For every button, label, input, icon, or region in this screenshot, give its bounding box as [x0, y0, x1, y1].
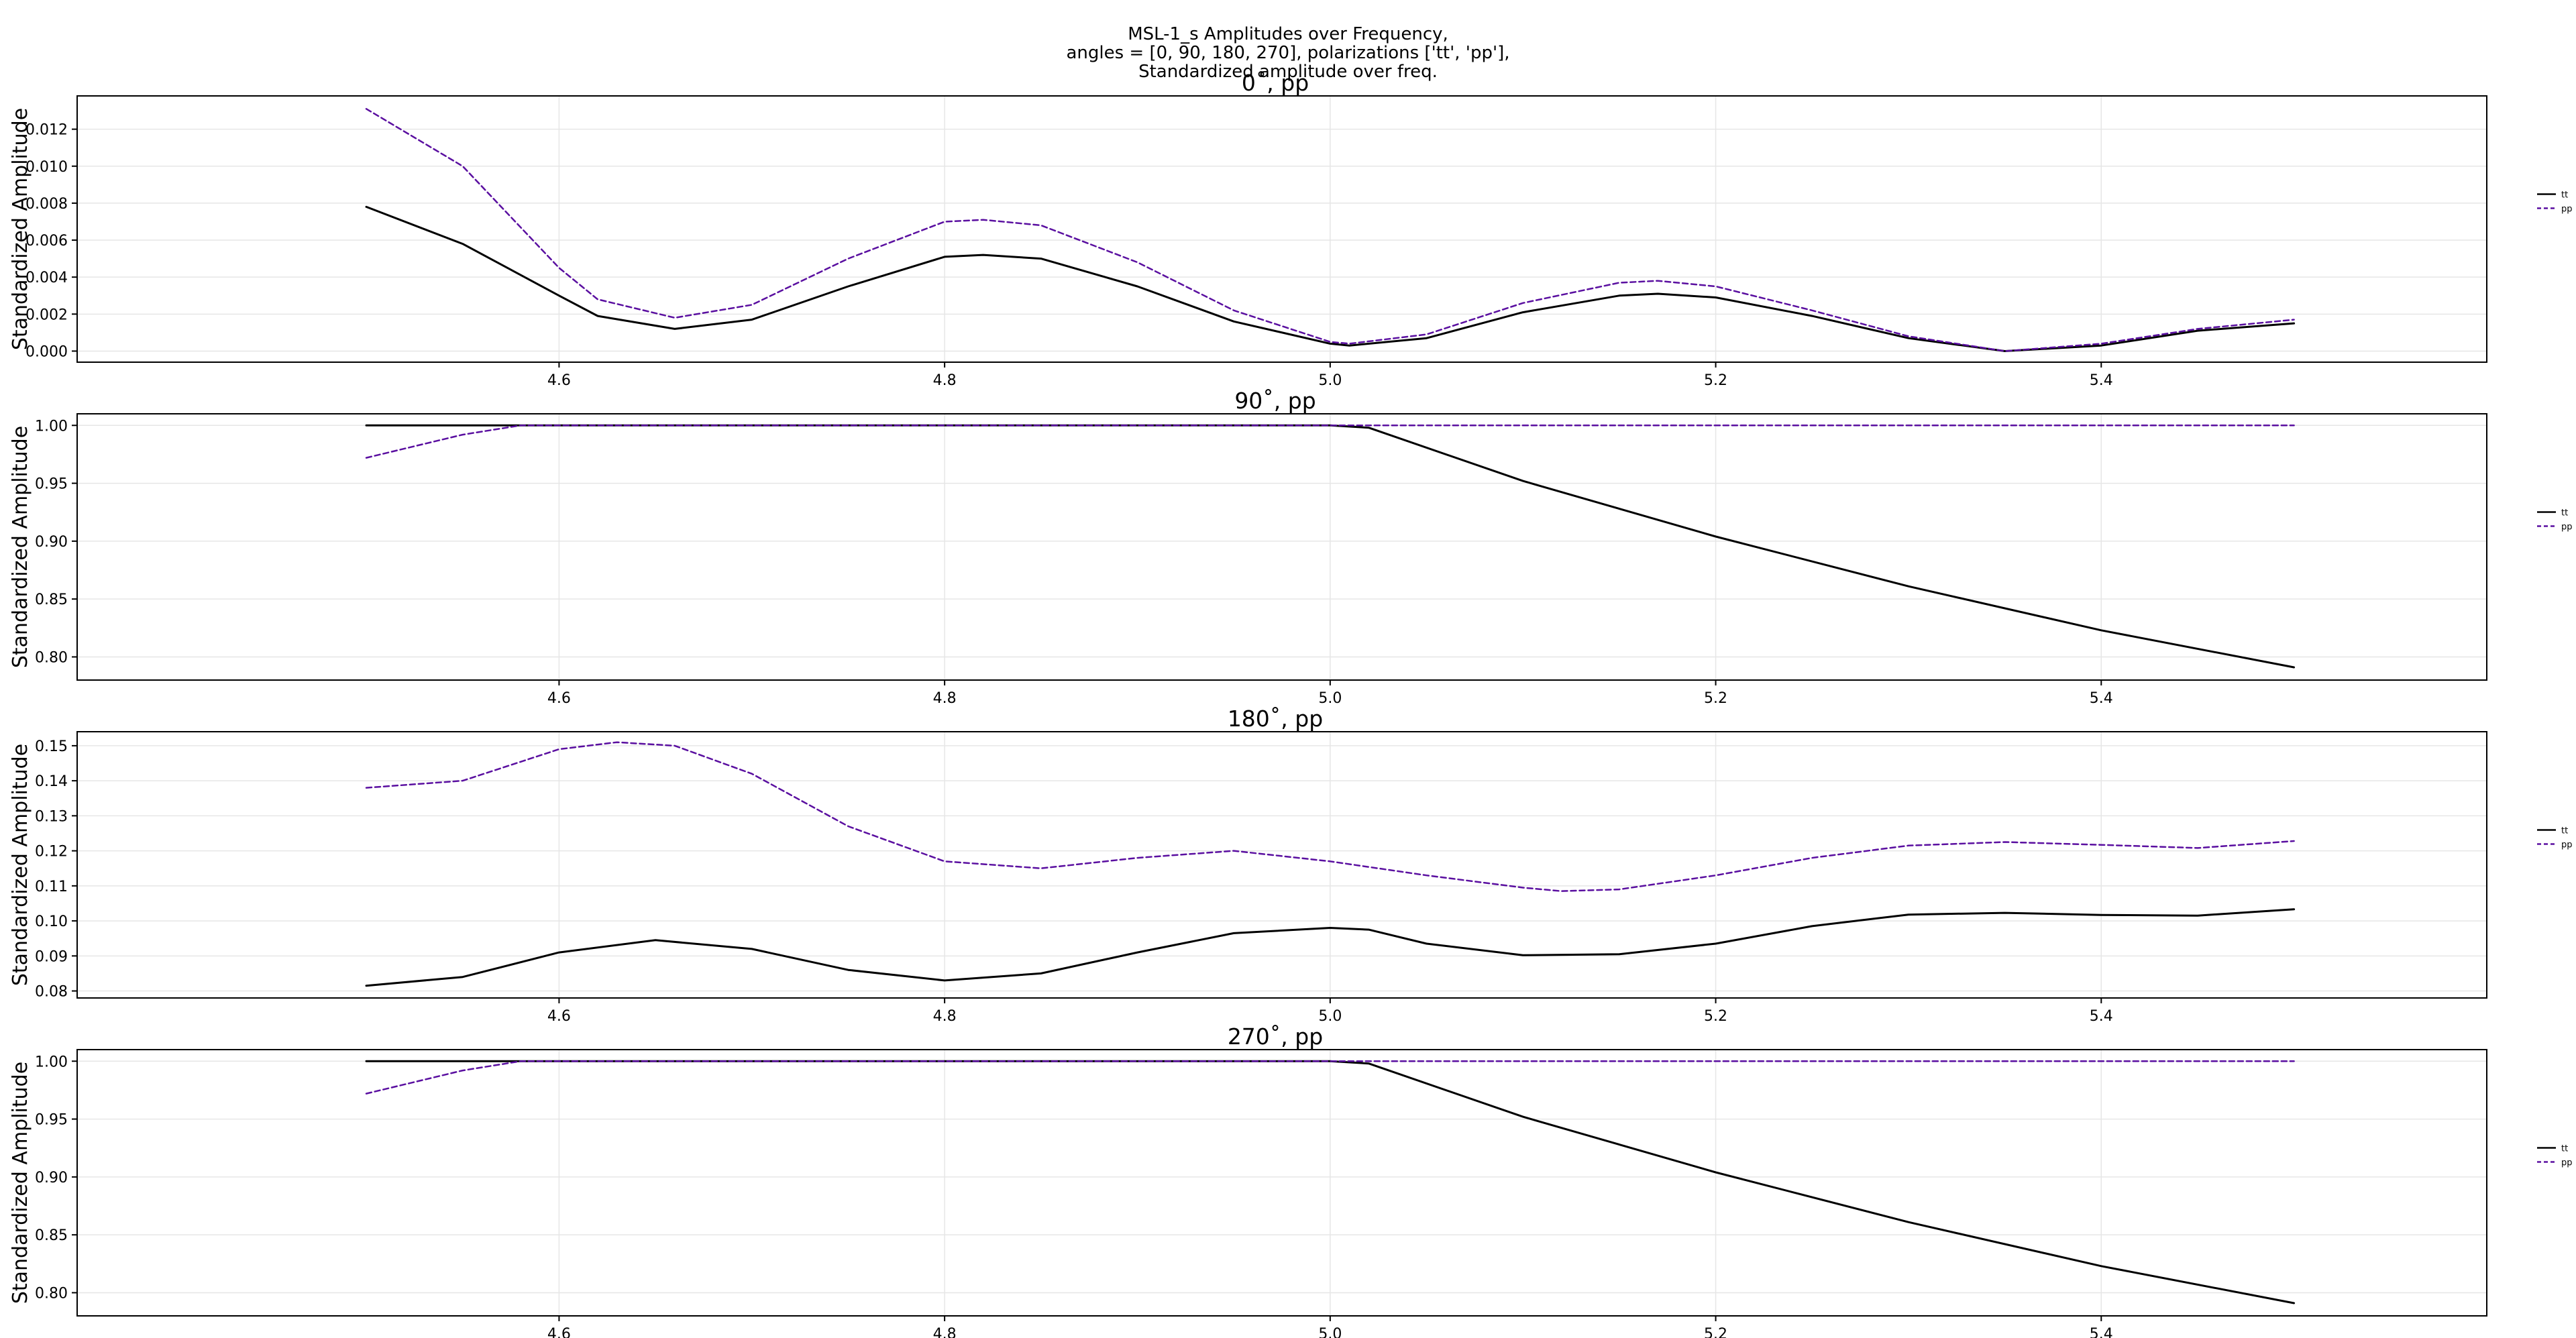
y-tick-label: 0.000 [25, 343, 68, 360]
legend-label-tt: tt [2561, 190, 2568, 201]
x-tick-label: 4.8 [933, 690, 957, 707]
y-tick-label: 0.12 [35, 844, 68, 860]
x-tick-label: 5.0 [1318, 690, 1342, 707]
y-tick-label: 0.85 [35, 592, 68, 608]
x-tick-label: 5.4 [2090, 1326, 2113, 1338]
y-tick-label: 0.006 [25, 233, 68, 249]
y-tick-label: 0.15 [35, 738, 68, 755]
legend-label-tt: tt [2561, 826, 2568, 836]
series-line-pp [365, 1060, 2295, 1095]
legend-label-pp: pp [2561, 840, 2573, 850]
y-axis-label: Standardized Amplitude [9, 426, 32, 668]
y-tick-label: 0.14 [35, 773, 68, 790]
x-tick-label: 4.8 [933, 372, 957, 389]
y-axis-label: Standardized Amplitude [9, 744, 32, 986]
axes-frame [76, 1049, 2487, 1317]
y-tick-label: 0.90 [35, 534, 68, 551]
y-tick-label: 0.95 [35, 1112, 68, 1129]
x-tick-label: 5.4 [2090, 1008, 2113, 1025]
x-tick-label: 4.6 [547, 372, 571, 389]
chart-panel-0: 4.6 4.8 5.0 5.2 5.4 0.000 0.002 0.004 0.006 0.008… [9, 70, 2573, 389]
legend-label-tt: tt [2561, 508, 2568, 518]
y-tick-label: 0.80 [35, 1285, 68, 1302]
panel-title: 0˚, pp [1242, 70, 1309, 96]
x-tick-label: 5.0 [1318, 372, 1342, 389]
y-tick-label: 0.002 [25, 306, 68, 323]
y-tick-label: 0.08 [35, 984, 68, 1001]
series-line-pp [365, 425, 2295, 459]
y-tick-label: 0.90 [35, 1170, 68, 1186]
y-tick-label: 1.00 [35, 1054, 68, 1070]
axes-frame [76, 95, 2487, 363]
legend-label-pp: pp [2561, 1158, 2573, 1168]
series-line-tt [365, 908, 2296, 987]
x-tick-label: 5.0 [1318, 1008, 1342, 1025]
y-tick-label: 0.008 [25, 196, 68, 213]
legend-label-pp: pp [2561, 205, 2573, 215]
y-tick-label: 0.010 [25, 159, 68, 176]
x-tick-label: 5.2 [1704, 1326, 1727, 1338]
figure-title-line-2: angles = [0, 90, 180, 270], polarization… [1066, 43, 1510, 63]
y-tick-label: 0.09 [35, 948, 68, 965]
x-tick-label: 4.6 [547, 1326, 571, 1338]
y-tick-label: 0.012 [25, 122, 68, 139]
x-tick-label: 4.8 [933, 1008, 957, 1025]
axes-frame [76, 731, 2487, 999]
y-tick-label: 0.10 [35, 913, 68, 930]
x-tick-label: 5.4 [2090, 372, 2113, 389]
x-tick-label: 5.0 [1318, 1326, 1342, 1338]
panel-title: 180˚, pp [1228, 706, 1323, 732]
y-tick-label: 0.004 [25, 270, 68, 286]
legend-label-pp: pp [2561, 522, 2573, 533]
chart-panel-2: 4.6 4.8 5.0 5.2 5.4 0.08 0.09 0.10 0.11 0.12 0.13 0… [9, 706, 2573, 1025]
legend-label-tt: tt [2561, 1144, 2568, 1154]
x-tick-label: 5.2 [1704, 690, 1727, 707]
x-tick-label: 5.2 [1704, 372, 1727, 389]
y-tick-label: 0.11 [35, 879, 68, 895]
x-tick-label: 4.6 [547, 1008, 571, 1025]
y-axis-label: Standardized Amplitude [9, 1062, 32, 1304]
x-tick-label: 5.2 [1704, 1008, 1727, 1025]
series-line-tt [365, 205, 2296, 352]
axes-frame [76, 413, 2487, 681]
figure-title-line-3: Standardized amplitude over freq. [1138, 62, 1438, 82]
panel-title: 90˚, pp [1234, 388, 1316, 414]
y-tick-label: 0.85 [35, 1227, 68, 1244]
y-tick-label: 1.00 [35, 418, 68, 435]
y-tick-label: 0.13 [35, 808, 68, 825]
figure-title-line-1: MSL-1_s Amplitudes over Frequency, [1128, 24, 1448, 44]
x-tick-label: 4.6 [547, 690, 571, 707]
x-tick-label: 5.4 [2090, 690, 2113, 707]
x-tick-label: 4.8 [933, 1326, 957, 1338]
series-line-pp [365, 741, 2295, 892]
panel-title: 270˚, pp [1228, 1023, 1323, 1050]
y-tick-label: 0.95 [35, 476, 68, 493]
y-axis-label: Standardized Amplitude [9, 108, 32, 350]
chart-panel-3: 4.6 4.8 5.0 5.2 5.4 0.80 0.85 0.90 0.95 1.00 270˚,… [9, 1023, 2573, 1338]
y-tick-label: 0.80 [35, 649, 68, 666]
chart-panel-1: 4.6 4.8 5.0 5.2 5.4 0.80 0.85 0.90 0.95 1.00 90˚, … [9, 388, 2573, 707]
series-line-pp [365, 108, 2295, 352]
